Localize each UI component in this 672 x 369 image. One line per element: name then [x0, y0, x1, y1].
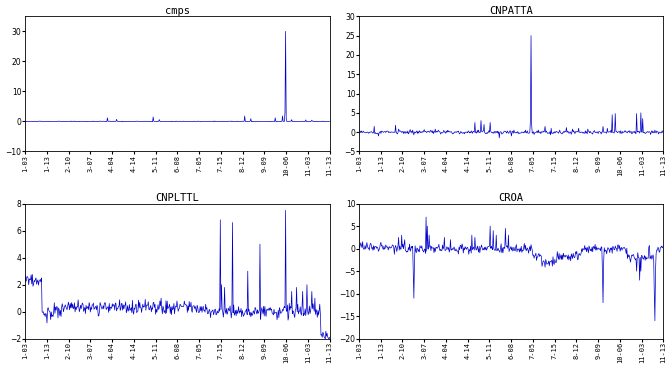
Title: cmps: cmps — [165, 6, 190, 15]
Title: CNPLTTL: CNPLTTL — [155, 193, 199, 203]
Title: CROA: CROA — [499, 193, 523, 203]
Title: CNPATTA: CNPATTA — [489, 6, 533, 15]
